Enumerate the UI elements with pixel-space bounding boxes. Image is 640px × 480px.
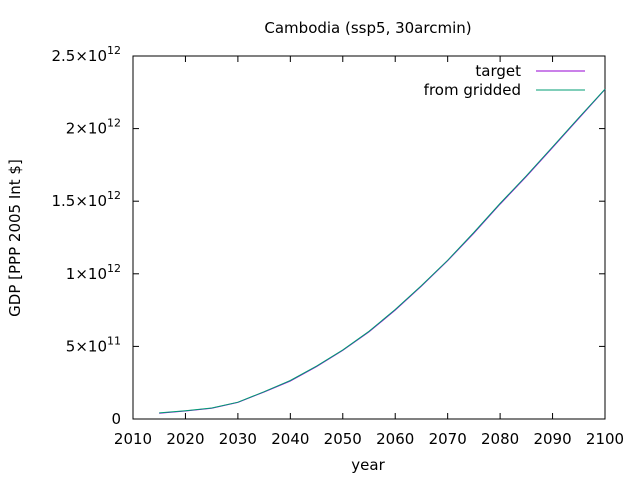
plot-frame	[132, 55, 606, 420]
series-layer	[159, 88, 606, 414]
x-tick-label: 2100	[586, 430, 624, 448]
x-tick-label: 2090	[533, 430, 571, 448]
y-tick-label: 2.5×1012	[51, 44, 121, 65]
y-tick-label: 2×1012	[66, 117, 121, 138]
y-tick-label: 1×1012	[66, 262, 121, 283]
x-tick-label: 2070	[429, 430, 467, 448]
y-tick-label: 5×1011	[66, 334, 121, 355]
legend-label: target	[475, 62, 521, 80]
y-tick-mantissa: 0	[111, 410, 121, 428]
series-line-from-gridded	[159, 88, 606, 414]
y-tick-mantissa: 1×10	[66, 265, 107, 283]
series-line-target	[159, 89, 606, 414]
x-tick-label: 2060	[376, 430, 414, 448]
y-axis-label: GDP [PPP 2005 Int $]	[6, 159, 24, 317]
x-tick-label: 2030	[219, 430, 257, 448]
y-tick-mantissa: 1.5×10	[51, 192, 107, 210]
y-tick-exponent: 12	[107, 262, 121, 275]
y-tick-mantissa: 5×10	[66, 337, 107, 355]
x-tick-label: 2050	[324, 430, 362, 448]
y-tick-mantissa: 2.5×10	[51, 47, 107, 65]
y-tick-exponent: 12	[107, 117, 121, 130]
y-tick-mantissa: 2×10	[66, 120, 107, 138]
y-tick-label: 1.5×1012	[51, 189, 121, 210]
y-tick-label: 0	[111, 410, 121, 428]
x-tick-label: 2010	[114, 430, 152, 448]
y-tick-exponent: 12	[107, 44, 121, 57]
y-tick-exponent: 11	[107, 334, 121, 347]
x-axis-label: year	[351, 456, 385, 474]
legend-label: from gridded	[424, 81, 521, 99]
x-tick-label: 2040	[271, 430, 309, 448]
x-tick-label: 2020	[166, 430, 204, 448]
chart-title: Cambodia (ssp5, 30arcmin)	[264, 19, 471, 37]
x-tick-label: 2080	[481, 430, 519, 448]
axis-ticks: 2010 2020 2030 2040 2050 2060 2070 2080 2090 2100…	[51, 44, 624, 448]
y-tick-exponent: 12	[107, 189, 121, 202]
